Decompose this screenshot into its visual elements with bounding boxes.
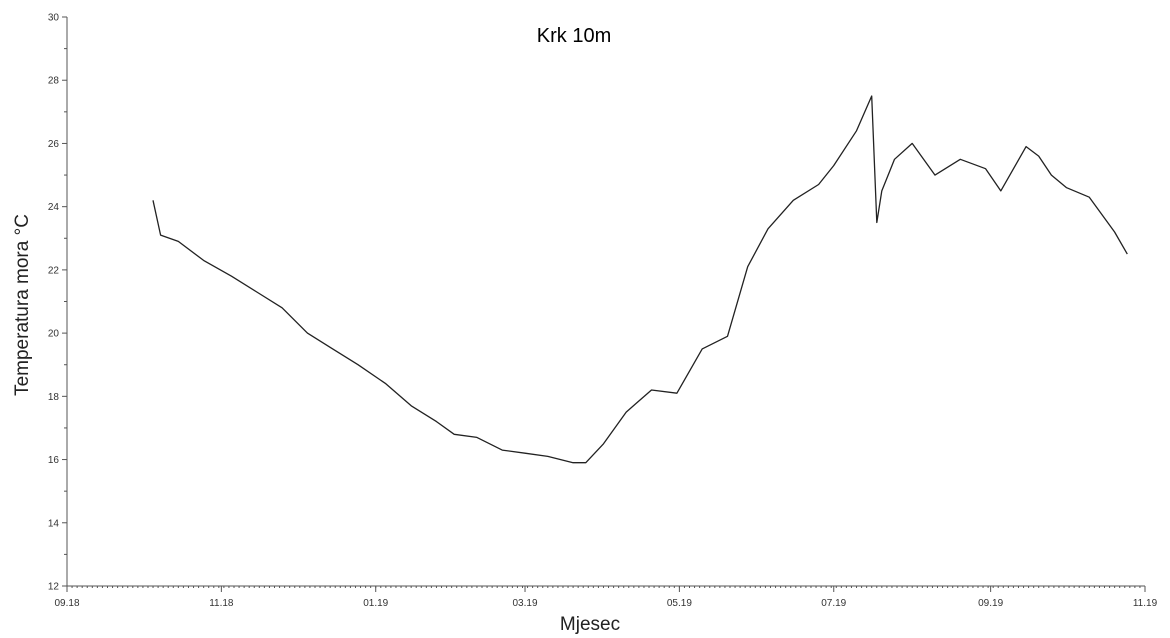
y-axis-title: Temperatura mora °C bbox=[12, 214, 33, 396]
y-tick-label: 20 bbox=[48, 329, 60, 340]
y-tick-label: 12 bbox=[48, 582, 60, 593]
x-tick-label: 05.19 bbox=[667, 598, 692, 609]
y-tick-label: 22 bbox=[48, 265, 60, 276]
temperature-series-line bbox=[152, 95, 1128, 464]
x-tick-label: 09.19 bbox=[978, 598, 1003, 609]
y-tick-label: 16 bbox=[48, 455, 60, 466]
x-axis-title: Mjesec bbox=[560, 614, 620, 635]
x-axis: 09.18 11.18 01.19 03.19 05.19 07.19 09.19 11.19 bbox=[54, 585, 1158, 609]
x-tick-label: 03.19 bbox=[513, 598, 538, 609]
chart-title: Krk 10m bbox=[537, 25, 611, 47]
y-tick-label: 26 bbox=[48, 139, 60, 150]
x-tick-label: 01.19 bbox=[363, 598, 388, 609]
y-axis: 12 14 16 18 20 22 24 26 28 30 bbox=[48, 13, 68, 593]
y-tick-label: 18 bbox=[48, 392, 60, 403]
y-tick-label: 30 bbox=[48, 13, 60, 24]
x-tick-label: 09.18 bbox=[54, 598, 79, 609]
x-tick-label: 11.19 bbox=[1133, 598, 1158, 609]
x-tick-label: 07.19 bbox=[821, 598, 846, 609]
y-tick-label: 24 bbox=[48, 202, 60, 213]
y-tick-label: 14 bbox=[48, 518, 60, 529]
x-tick-label: 11.18 bbox=[209, 598, 234, 609]
y-tick-label: 28 bbox=[48, 76, 60, 87]
